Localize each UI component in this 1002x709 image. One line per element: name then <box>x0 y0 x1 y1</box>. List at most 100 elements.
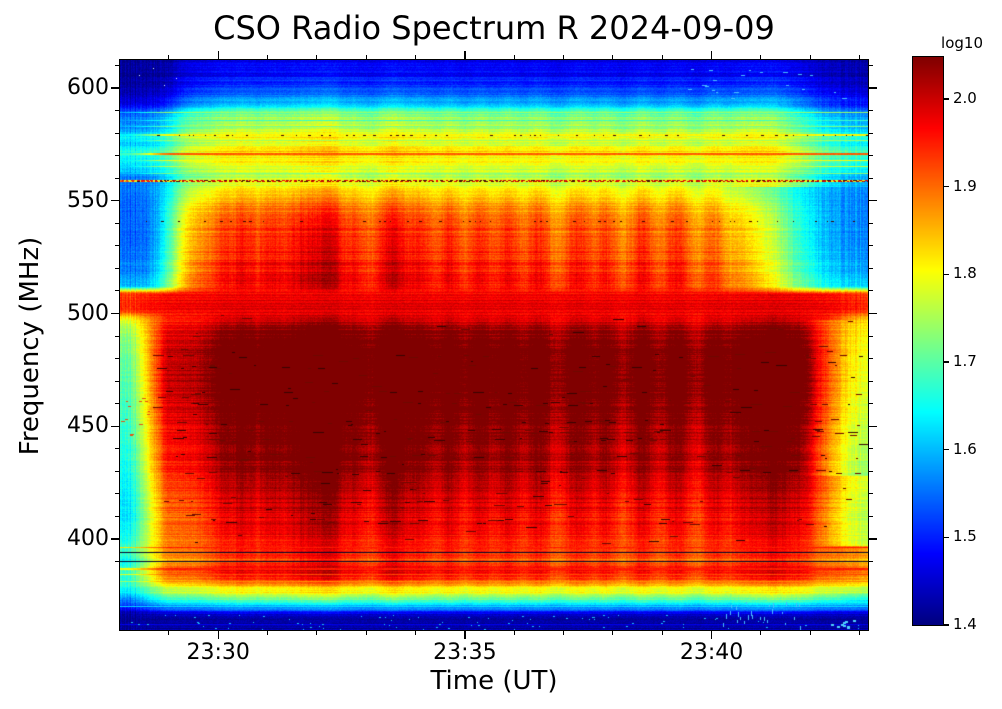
colorbar-tick <box>944 98 949 100</box>
y-axis-minor-tick <box>115 493 119 495</box>
y-axis-minor-tick <box>115 290 119 292</box>
y-axis-minor-tick <box>869 132 873 134</box>
y-axis-minor-tick <box>115 403 119 405</box>
y-axis-minor-tick <box>869 403 873 405</box>
y-axis-minor-tick <box>115 64 119 66</box>
x-axis-minor-tick <box>316 631 318 635</box>
y-axis-label: Frequency (MHz) <box>15 236 45 456</box>
colorbar-tick <box>944 186 949 188</box>
x-axis-minor-tick <box>513 55 515 59</box>
y-axis-minor-tick <box>869 380 873 382</box>
x-axis-minor-tick <box>365 55 367 59</box>
y-tick-label: 500 <box>67 300 109 326</box>
x-axis-tick <box>710 51 713 59</box>
colorbar-tick-label: 1.9 <box>953 176 977 195</box>
y-axis-minor-tick <box>869 561 873 563</box>
colorbar-tick-label: 1.7 <box>953 352 977 371</box>
x-axis-minor-tick <box>612 631 614 635</box>
colorbar-tick <box>944 536 949 538</box>
x-axis-minor-tick <box>267 631 269 635</box>
y-tick-label: 550 <box>67 187 109 213</box>
colorbar-tick <box>944 624 949 626</box>
y-axis-minor-tick <box>115 222 119 224</box>
y-axis-tick <box>869 312 877 315</box>
x-axis-minor-tick <box>415 631 417 635</box>
colorbar-tick-label: 1.4 <box>953 615 977 633</box>
colorbar-gradient <box>912 56 944 626</box>
y-axis-minor-tick <box>115 132 119 134</box>
y-axis-minor-tick <box>869 222 873 224</box>
y-axis-tick <box>869 538 877 540</box>
y-axis-tick <box>111 425 119 427</box>
y-axis-tick <box>111 200 119 202</box>
x-axis-minor-tick <box>316 55 318 59</box>
colorbar-tick <box>944 449 949 451</box>
colorbar-tick <box>944 361 949 363</box>
y-axis-minor-tick <box>869 177 873 179</box>
y-axis-minor-tick <box>869 267 873 269</box>
x-axis-tick <box>464 631 466 639</box>
y-axis-minor-tick <box>115 110 119 112</box>
y-axis-minor-tick <box>115 380 119 382</box>
y-tick-label: 600 <box>67 75 109 100</box>
y-axis-minor-tick <box>869 245 873 247</box>
y-axis-minor-tick <box>115 515 119 517</box>
y-axis-minor-tick <box>115 470 119 472</box>
x-axis-tick <box>464 51 466 59</box>
x-axis-minor-tick <box>415 55 417 59</box>
y-axis-minor-tick <box>115 448 119 450</box>
y-axis-tick <box>111 538 119 540</box>
x-axis-minor-tick <box>168 55 170 59</box>
x-axis-minor-tick <box>809 55 811 59</box>
x-axis-minor-tick <box>563 55 565 59</box>
y-tick-label: 450 <box>67 413 109 439</box>
x-axis-minor-tick <box>809 631 811 635</box>
colorbar-tick <box>944 273 949 275</box>
y-axis-minor-tick <box>115 267 119 269</box>
x-axis-minor-tick <box>760 55 762 59</box>
spectrogram-heatmap <box>119 59 869 631</box>
y-axis-minor-tick <box>869 448 873 450</box>
x-axis-minor-tick <box>365 631 367 635</box>
x-tick-label: 23:40 <box>679 640 744 665</box>
y-axis-tick <box>869 87 877 89</box>
y-axis-minor-tick <box>869 155 873 157</box>
y-axis-minor-tick <box>869 515 873 517</box>
y-axis-tick <box>111 87 119 89</box>
x-axis-minor-tick <box>859 55 861 59</box>
colorbar-tick-label: 2.0 <box>953 89 977 108</box>
x-axis-label: Time (UT) <box>430 666 558 696</box>
y-axis-minor-tick <box>869 470 873 472</box>
x-axis-tick <box>710 631 713 639</box>
y-axis-tick <box>111 312 119 315</box>
y-axis-minor-tick <box>869 290 873 292</box>
x-axis-minor-tick <box>267 55 269 59</box>
colorbar-tick-label: 1.8 <box>953 264 977 283</box>
x-axis-minor-tick <box>661 631 663 635</box>
x-axis-tick <box>217 631 219 639</box>
y-axis-minor-tick <box>869 110 873 112</box>
x-axis-minor-tick <box>168 631 170 635</box>
x-axis-minor-tick <box>513 631 515 635</box>
y-axis-minor-tick <box>115 561 119 563</box>
x-axis-minor-tick <box>859 631 861 635</box>
x-tick-label: 23:30 <box>186 640 250 665</box>
y-axis-tick <box>869 425 877 427</box>
x-axis-minor-tick <box>760 631 762 635</box>
y-axis-minor-tick <box>869 64 873 66</box>
x-axis-minor-tick <box>563 631 565 635</box>
x-axis-minor-tick <box>661 55 663 59</box>
y-axis-minor-tick <box>869 358 873 360</box>
chart-title: CSO Radio Spectrum R 2024-09-09 <box>213 9 775 47</box>
y-axis-tick <box>869 200 877 202</box>
y-axis-minor-tick <box>115 155 119 157</box>
y-axis-minor-tick <box>115 177 119 179</box>
colorbar-tick-label: 1.5 <box>953 527 977 546</box>
y-axis-minor-tick <box>115 335 119 337</box>
colorbar-title: log10 <box>941 34 983 52</box>
x-tick-label: 23:35 <box>433 640 497 665</box>
y-axis-minor-tick <box>115 358 119 360</box>
y-axis-minor-tick <box>115 245 119 247</box>
x-axis-tick <box>217 51 219 59</box>
